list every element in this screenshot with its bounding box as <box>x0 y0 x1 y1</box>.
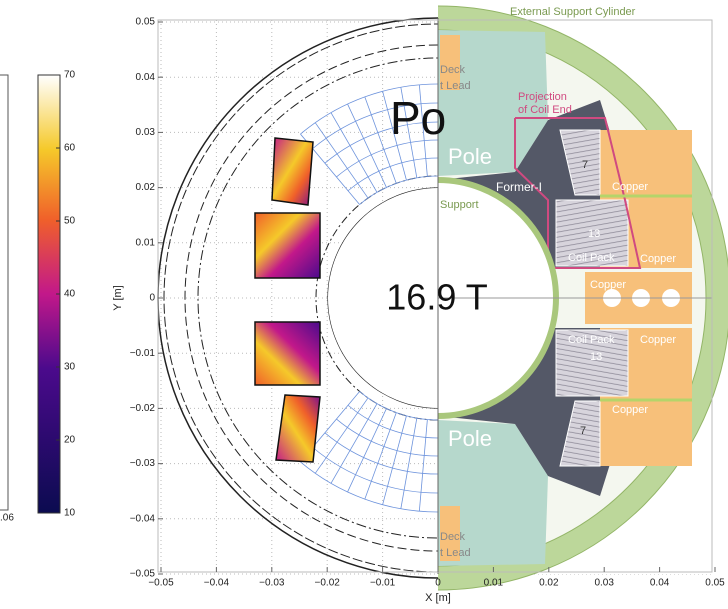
label: Pole <box>448 144 492 169</box>
y-tick-label: 0.03 <box>136 127 156 138</box>
y-tick-label: −0.04 <box>130 513 156 524</box>
y-tick-label: −0.01 <box>130 348 156 359</box>
x-tick-label: −0.02 <box>315 578 341 589</box>
figure: .06 10203040506070 <box>0 0 728 609</box>
y-tick-label: 0.02 <box>136 182 156 193</box>
label: Copper <box>590 279 626 291</box>
y-tick-label: 0 <box>149 293 155 304</box>
x-tick-label: 0.01 <box>484 578 504 589</box>
x-tick-label: −0.03 <box>259 578 285 589</box>
label: Copper <box>640 253 676 265</box>
partial-tick-label: .06 <box>0 513 14 524</box>
label: of Coil End <box>518 104 572 116</box>
x-tick-label: 0.02 <box>539 578 559 589</box>
x-tick-label: −0.01 <box>370 578 396 589</box>
x-tick-label: −0.04 <box>204 578 230 589</box>
y-tick-label: −0.05 <box>130 569 156 580</box>
label: 13 <box>590 351 602 363</box>
y-tick-label: 0.01 <box>136 237 156 248</box>
coil-block <box>255 322 320 385</box>
y-axis-label: Y [m] <box>112 285 124 310</box>
colorbar-tick-label: 60 <box>64 143 76 154</box>
label: Coil Pack <box>568 252 615 264</box>
label: Deck <box>440 64 466 76</box>
x-tick-label: 0.03 <box>594 578 614 589</box>
y-tick-label: 0.04 <box>136 72 156 83</box>
colorbar-tick-label: 10 <box>64 508 76 519</box>
y-tick-label: 0.05 <box>136 17 156 28</box>
colorbar-tick-label: 40 <box>64 289 76 300</box>
y-tick-label: −0.02 <box>130 403 156 414</box>
label: 13 <box>588 228 600 240</box>
page: .06 10203040506070 <box>0 0 728 609</box>
x-tick-label: 0.05 <box>705 578 725 589</box>
label: Pole <box>448 426 492 451</box>
x-tick-label: 0.04 <box>650 578 670 589</box>
label: 7 <box>582 159 588 171</box>
mesh-line <box>383 416 407 505</box>
coil-block <box>272 138 313 205</box>
y-tick-label: −0.03 <box>130 458 156 469</box>
colorbar-tick-label: 30 <box>64 362 76 373</box>
label: Projection <box>518 91 567 103</box>
label: External Support Cylinder <box>510 6 636 18</box>
colorbar-tick-label: 20 <box>64 435 76 446</box>
title-fragment: Po <box>390 92 446 144</box>
label: Deck <box>440 531 466 543</box>
colorbar-tick-label: 70 <box>64 70 76 81</box>
field-label: 16.9 T <box>386 277 487 318</box>
label: t Lead <box>440 547 471 559</box>
coil-block <box>276 395 320 462</box>
label: Coil Pack <box>568 334 615 346</box>
label: Copper <box>640 334 676 346</box>
label: 7 <box>580 425 586 437</box>
label: Former-I <box>496 180 542 194</box>
label: t Lead <box>440 80 471 92</box>
x-axis-label: X [m] <box>425 592 451 604</box>
label: Support <box>440 199 479 211</box>
mesh-line <box>419 420 427 512</box>
partial-frame <box>0 75 8 510</box>
coil-block <box>255 213 320 278</box>
colorbar-tick-label: 50 <box>64 216 76 227</box>
label: Copper <box>612 181 648 193</box>
x-tick-label: 0 <box>435 578 441 589</box>
label: Copper <box>612 404 648 416</box>
colorbar: 10 20 30 40 50 60 70 <box>38 70 76 519</box>
